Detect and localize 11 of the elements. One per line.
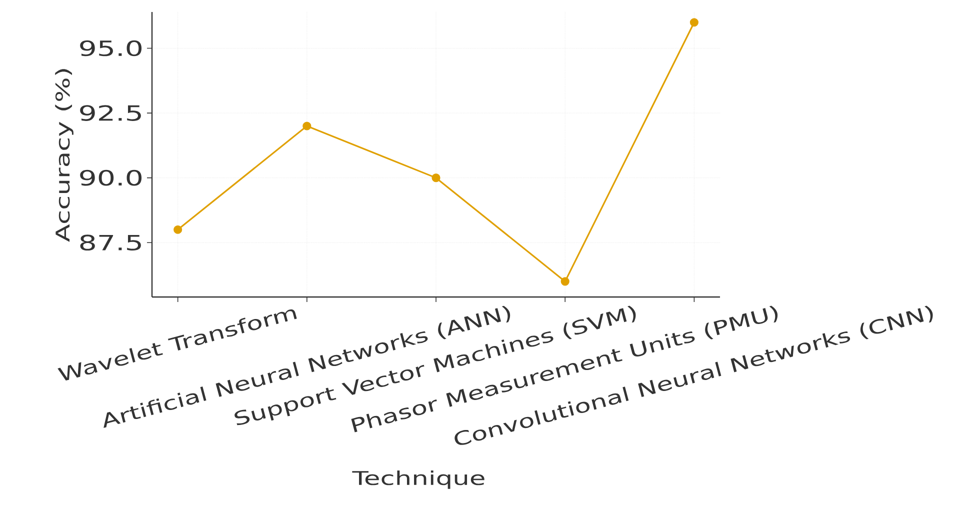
y-tick-label: 95.0 <box>80 40 142 56</box>
y-tick-label: 92.5 <box>80 105 141 121</box>
point <box>432 174 440 182</box>
y-tick-label: 87.5 <box>80 234 141 251</box>
point <box>560 277 570 286</box>
x-axis-title: Technique <box>352 470 484 489</box>
y-axis-title: Accuracy (%) <box>55 69 74 242</box>
point <box>174 225 182 234</box>
point <box>690 18 698 27</box>
y-tick-label: 90.0 <box>80 170 142 186</box>
point <box>302 122 312 130</box>
